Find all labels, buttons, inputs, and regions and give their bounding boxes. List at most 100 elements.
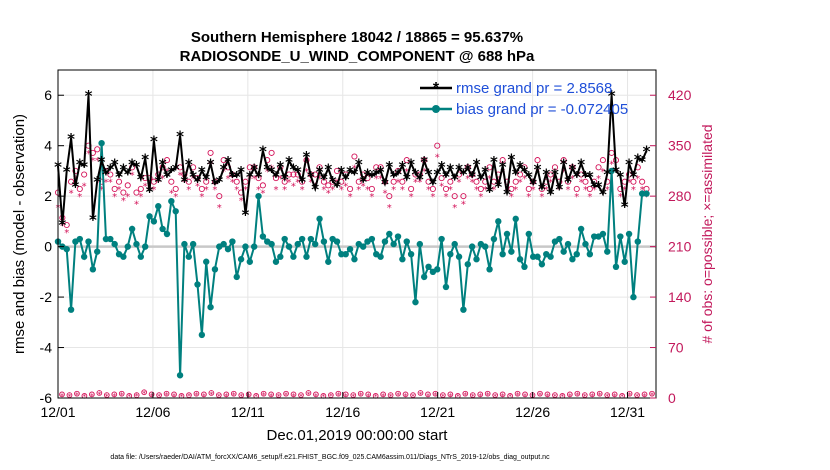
rmse-point: * <box>507 150 515 168</box>
rmse-point: * <box>207 155 215 173</box>
obs-assimilated-point: * <box>435 153 440 164</box>
bottom-possible-point <box>380 391 386 398</box>
bias-point <box>386 230 393 238</box>
bottom-assimilated-point: * <box>60 392 64 401</box>
bottom-assimilated-point: * <box>553 393 557 402</box>
bias-point <box>320 238 328 245</box>
bottom-possible-point <box>522 391 528 398</box>
bias-point <box>359 243 367 250</box>
bottom-assimilated-point: * <box>127 393 131 402</box>
bottom-assimilated-point: * <box>97 390 101 399</box>
bottom-possible-point <box>313 391 319 398</box>
obs-possible-point <box>534 157 541 164</box>
obs-assimilated-point: * <box>426 185 431 196</box>
bottom-assimilated-point: * <box>142 390 146 399</box>
bottom-assimilated-point: * <box>575 391 579 400</box>
bias-point <box>547 253 554 260</box>
obs-possible-point <box>547 171 554 178</box>
rmse-point: * <box>342 170 350 188</box>
obs-possible-point <box>259 182 266 189</box>
obs-possible-point <box>582 178 589 185</box>
bias-point <box>189 240 197 248</box>
obs-possible-point <box>133 189 140 196</box>
bias-point <box>294 240 301 248</box>
obs-assimilated-point: * <box>304 167 309 178</box>
bottom-assimilated-point: * <box>112 392 116 401</box>
obs-assimilated-point: * <box>452 203 457 214</box>
bottom-possible-point <box>574 390 581 397</box>
bottom-assimilated-point: * <box>478 392 482 401</box>
bottom-assimilated-point: * <box>463 391 467 400</box>
obs-possible-point <box>94 146 101 153</box>
rmse-point: * <box>133 158 141 176</box>
rmse-point: * <box>228 168 236 186</box>
obs-assimilated-point: * <box>561 167 566 178</box>
bottom-assimilated-point: * <box>217 393 221 402</box>
obs-possible-point <box>595 164 602 171</box>
obs-assimilated-point: * <box>457 178 462 189</box>
bias-point <box>268 240 275 248</box>
rmse-point: * <box>634 150 642 168</box>
rmse-point: * <box>233 168 241 186</box>
bottom-assimilated-point: * <box>314 392 318 401</box>
rmse-point: * <box>211 176 219 194</box>
rmse-point: * <box>146 183 154 201</box>
bottom-possible-point <box>268 391 274 398</box>
bias-point <box>586 250 594 258</box>
rmse-point: * <box>316 163 324 181</box>
rmse-point: * <box>486 183 494 201</box>
rmse-point: * <box>333 178 341 196</box>
obs-assimilated-point: * <box>605 185 610 196</box>
bias-point <box>521 263 528 270</box>
bottom-possible-point <box>230 390 237 397</box>
obs-assimilated-point: * <box>156 178 161 189</box>
obs-possible-point <box>442 185 450 192</box>
bottom-possible-point <box>96 390 103 396</box>
y-tick-label: 2 <box>44 188 52 204</box>
rmse-point: * <box>102 165 110 183</box>
bias-point <box>311 240 319 248</box>
obs-possible-point <box>639 178 646 185</box>
rmse-point: * <box>464 160 472 178</box>
obs-assimilated-point: * <box>69 189 74 200</box>
obs-assimilated-point: * <box>95 156 100 167</box>
obs-assimilated-point: * <box>295 178 300 189</box>
rmse-point: * <box>237 163 245 181</box>
obs-possible-point <box>460 193 467 200</box>
obs-assimilated-point: * <box>134 199 139 210</box>
bias-point <box>473 256 480 263</box>
rmse-point: * <box>638 153 646 171</box>
bottom-possible-point <box>357 390 364 397</box>
rmse-point: * <box>268 163 276 181</box>
rmse-point: * <box>603 165 611 183</box>
obs-assimilated-point: * <box>60 221 65 232</box>
bottom-possible-point <box>417 390 424 396</box>
bias-point <box>242 243 249 250</box>
obs-assimilated-point: * <box>491 185 496 196</box>
y2-axis-label: # of obs: o=possible; ×=assimilated <box>699 124 715 343</box>
rmse-point: * <box>547 186 555 204</box>
bottom-possible-point <box>537 390 543 397</box>
x-tick-label: 12/31 <box>610 404 645 420</box>
bias-point <box>277 253 284 260</box>
bottom-assimilated-point: * <box>105 393 109 402</box>
bottom-assimilated-point: * <box>396 391 400 400</box>
bias-point <box>107 235 114 243</box>
obs-assimilated-point: * <box>596 174 601 185</box>
rmse-point: * <box>141 150 149 168</box>
rmse-point: * <box>429 176 437 194</box>
bottom-possible-point <box>335 390 342 397</box>
bias-point <box>538 261 546 268</box>
x-tick-label: 12/01 <box>40 404 75 420</box>
obs-assimilated-point: * <box>448 185 453 196</box>
rmse-point: * <box>643 143 651 161</box>
obs-assimilated-point: * <box>461 199 466 210</box>
rmse-point: * <box>307 168 315 186</box>
obs-possible-point <box>216 193 223 200</box>
obs-assimilated-point: * <box>627 178 632 189</box>
bias-point <box>464 261 471 268</box>
bottom-possible-point <box>193 390 200 397</box>
bottom-possible-point <box>596 390 603 397</box>
rmse-point: * <box>385 158 393 176</box>
obs-assimilated-point: * <box>125 192 130 203</box>
